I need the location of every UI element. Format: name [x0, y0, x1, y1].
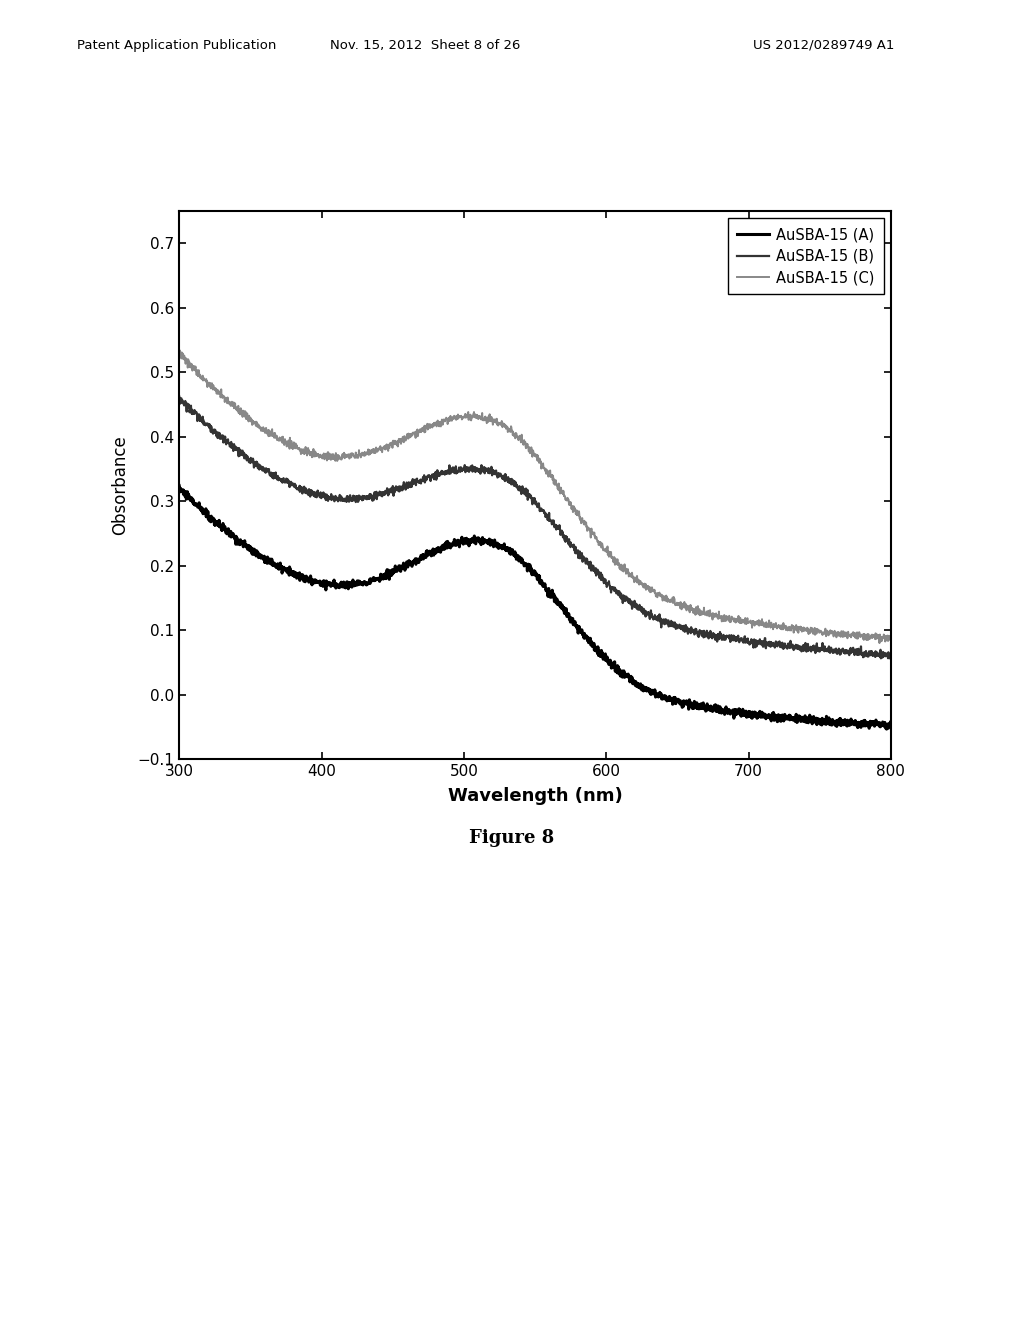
X-axis label: Wavelength (nm): Wavelength (nm): [447, 787, 623, 805]
AuSBA-15 (C): [885, 631, 897, 647]
AuSBA-15 (A): [501, 540, 513, 556]
AuSBA-15 (C): [210, 383, 222, 399]
AuSBA-15 (B): [501, 473, 513, 488]
AuSBA-15 (A): [519, 556, 531, 572]
Line: AuSBA-15 (B): AuSBA-15 (B): [179, 396, 891, 659]
AuSBA-15 (B): [519, 487, 531, 503]
Line: AuSBA-15 (C): AuSBA-15 (C): [179, 350, 891, 643]
AuSBA-15 (C): [734, 614, 746, 630]
Text: US 2012/0289749 A1: US 2012/0289749 A1: [753, 38, 894, 51]
Text: Figure 8: Figure 8: [469, 829, 555, 847]
AuSBA-15 (A): [733, 701, 745, 717]
AuSBA-15 (B): [885, 649, 897, 665]
AuSBA-15 (C): [519, 438, 531, 454]
AuSBA-15 (C): [501, 418, 513, 434]
AuSBA-15 (A): [864, 713, 877, 729]
AuSBA-15 (A): [881, 721, 893, 737]
Text: Patent Application Publication: Patent Application Publication: [77, 38, 276, 51]
AuSBA-15 (B): [733, 632, 745, 648]
AuSBA-15 (A): [863, 717, 876, 733]
Line: AuSBA-15 (A): AuSBA-15 (A): [179, 486, 891, 729]
Legend: AuSBA-15 (A), AuSBA-15 (B), AuSBA-15 (C): AuSBA-15 (A), AuSBA-15 (B), AuSBA-15 (C): [728, 219, 884, 294]
Y-axis label: Obsorbance: Obsorbance: [112, 436, 129, 535]
AuSBA-15 (C): [864, 628, 877, 644]
AuSBA-15 (C): [864, 630, 877, 645]
AuSBA-15 (A): [173, 478, 185, 494]
AuSBA-15 (B): [173, 388, 185, 404]
AuSBA-15 (B): [874, 651, 887, 667]
AuSBA-15 (A): [885, 714, 897, 730]
AuSBA-15 (C): [173, 342, 185, 358]
AuSBA-15 (C): [873, 635, 886, 651]
AuSBA-15 (B): [863, 647, 876, 663]
AuSBA-15 (A): [209, 516, 221, 532]
AuSBA-15 (C): [173, 347, 185, 363]
AuSBA-15 (B): [864, 645, 877, 661]
AuSBA-15 (B): [209, 424, 221, 440]
Text: Nov. 15, 2012  Sheet 8 of 26: Nov. 15, 2012 Sheet 8 of 26: [330, 38, 520, 51]
